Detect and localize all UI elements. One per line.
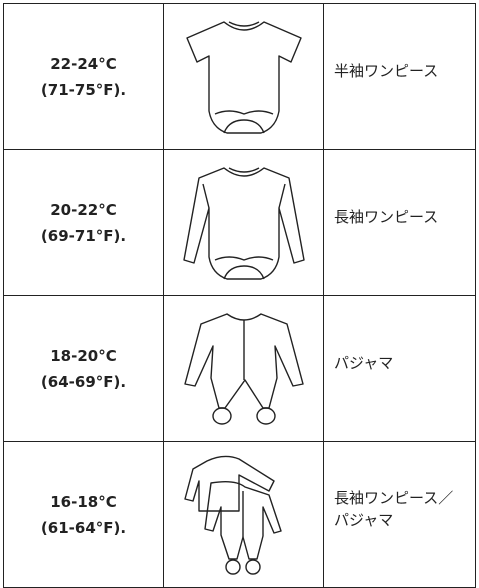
temp-c: 22-24°C <box>50 54 117 73</box>
page: 22-24°C (71-75°F). 半袖ワンピース 20-22°C (69-71°… <box>3 3 476 588</box>
temp-f: (71-75°F). <box>40 80 127 99</box>
row: 18-20°C (64-69°F). パジャマ <box>3 295 476 442</box>
temp-cell: 16-18°C (61-64°F). <box>3 441 164 588</box>
icon-cell <box>163 441 324 588</box>
clothing-label: 長袖ワンピース <box>323 149 476 296</box>
long-sleeve-bodysuit-icon <box>182 166 305 280</box>
temp-cell: 22-24°C (71-75°F). <box>3 3 164 150</box>
temp-f: (61-64°F). <box>40 518 127 537</box>
icon-cell <box>163 149 324 296</box>
icon-cell <box>163 295 324 442</box>
temp-f: (69-71°F). <box>40 226 127 245</box>
clothing-table: 22-24°C (71-75°F). 半袖ワンピース 20-22°C (69-71°… <box>3 3 476 588</box>
row: 20-22°C (69-71°F). 長袖ワンピース <box>3 149 476 296</box>
clothing-label: パジャマ <box>323 295 476 442</box>
temp-cell: 18-20°C (64-69°F). <box>3 295 164 442</box>
temp-c: 16-18°C <box>50 492 117 511</box>
short-sleeve-bodysuit-icon <box>185 20 302 134</box>
bodysuit-and-sleeper-icon <box>183 455 282 575</box>
row: 22-24°C (71-75°F). 半袖ワンピース <box>3 3 476 150</box>
row: 16-18°C (61-64°F). 長袖ワンピース／パジャマ <box>3 441 476 588</box>
clothing-label: 半袖ワンピース <box>323 3 476 150</box>
icon-cell <box>163 3 324 150</box>
temp-f: (64-69°F). <box>40 372 127 391</box>
temp-cell: 20-22°C (69-71°F). <box>3 149 164 296</box>
temp-c: 18-20°C <box>50 346 117 365</box>
sleeper-icon <box>183 312 304 425</box>
clothing-label: 長袖ワンピース／パジャマ <box>323 441 476 588</box>
temp-c: 20-22°C <box>50 200 117 219</box>
